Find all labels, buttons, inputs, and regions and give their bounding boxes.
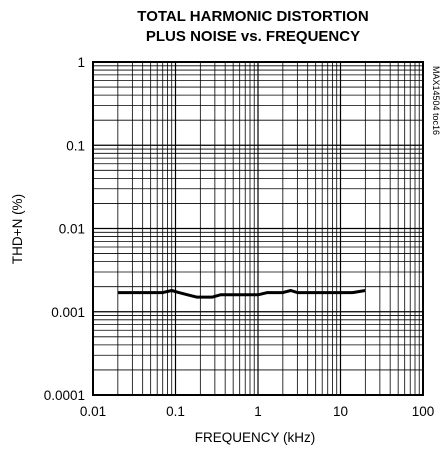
series-layer xyxy=(117,289,366,299)
plot-frame xyxy=(92,61,424,396)
grid xyxy=(93,62,423,395)
x-tick-label: 1 xyxy=(254,404,262,419)
x-tick-label: 0.1 xyxy=(166,404,185,419)
x-tick-label: 10 xyxy=(333,404,348,419)
y-tick-label: 1 xyxy=(77,55,85,70)
chart-title-line-1: TOTAL HARMONIC DISTORTION xyxy=(137,8,368,25)
tick-labels: 0.01 0.1 1 10 100 0.0001 0.001 0.01 0.1 1 xyxy=(44,55,435,419)
y-tick-label: 0.001 xyxy=(51,305,85,320)
thdn-series-line xyxy=(117,289,366,299)
y-tick-label: 0.0001 xyxy=(44,388,85,403)
x-axis-label: FREQUENCY (kHz) xyxy=(195,430,316,445)
x-tick-label: 0.01 xyxy=(80,404,106,419)
x-tick-label: 100 xyxy=(412,404,435,419)
chart-title-line-2: PLUS NOISE vs. FREQUENCY xyxy=(146,28,360,45)
y-axis-label: THD+N (%) xyxy=(10,194,25,264)
y-tick-label: 0.1 xyxy=(66,138,85,153)
y-tick-label: 0.01 xyxy=(59,222,85,237)
figure-code: MAX14504 toc16 xyxy=(431,66,441,135)
